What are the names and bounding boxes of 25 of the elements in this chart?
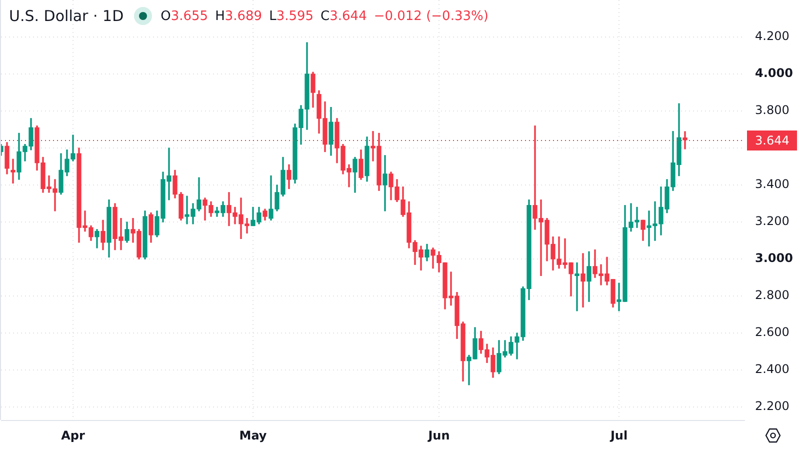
y-tick-label: 4.000	[755, 66, 793, 80]
candlestick	[574, 262, 580, 312]
ref-line-label: 3.644	[755, 134, 790, 148]
y-tick-label: 4.200	[755, 29, 790, 44]
x-tick-label: Jul	[609, 428, 628, 442]
y-tick-label: 3.400	[755, 177, 790, 192]
y-tick-label: 2.200	[755, 399, 790, 414]
annotation: H3.689	[215, 8, 262, 24]
text: U.S. Dollar · 1D	[9, 7, 124, 25]
y-tick-label: 3.000	[755, 251, 793, 266]
x-tick-label: Apr	[61, 428, 85, 442]
candlestick	[10, 158, 16, 184]
x-tick-label: May	[239, 428, 267, 442]
y-tick-label: 3.200	[755, 214, 790, 228]
x-tick-label: Jun	[427, 428, 450, 442]
candlestick	[580, 253, 586, 308]
annotation: C3.644	[320, 8, 367, 24]
y-tick-label: 2.600	[755, 325, 790, 340]
annotation: O3.655	[160, 8, 208, 24]
y-tick-label: 3.800	[755, 103, 790, 118]
y-tick-label: 2.800	[755, 288, 790, 302]
annotation: −0.012 (−0.33%)	[374, 8, 488, 24]
candlestick	[382, 155, 388, 212]
annotation: L3.595	[269, 8, 314, 24]
y-tick-label: 2.400	[755, 362, 790, 376]
